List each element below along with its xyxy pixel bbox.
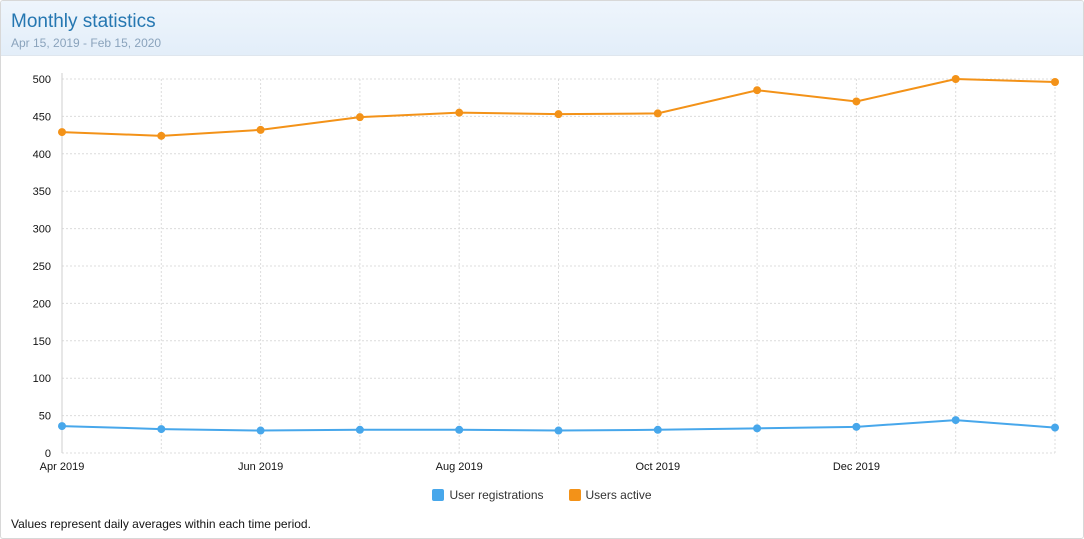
y-tick-label: 0	[45, 448, 51, 460]
data-point-registrations	[455, 425, 464, 434]
y-tick-label: 350	[33, 186, 51, 198]
data-point-active	[455, 108, 464, 117]
legend-swatch-registrations	[432, 489, 445, 501]
y-tick-label: 150	[33, 336, 51, 348]
data-point-active	[355, 113, 364, 122]
data-point-active	[157, 131, 166, 140]
legend-item-registrations[interactable]: User registrations	[432, 488, 544, 502]
y-tick-label: 100	[33, 373, 51, 385]
legend-label-active: Users active	[585, 488, 652, 502]
panel-title: Monthly statistics	[11, 11, 156, 32]
y-tick-label: 50	[39, 411, 51, 423]
line-chart: 0 50 100 150 200 250 300 350 400 450 500 Apr 2019 Ju…	[33, 73, 1059, 473]
y-tick-label: 400	[33, 149, 51, 161]
x-tick-label: Oct 2019	[635, 461, 680, 473]
data-point-registrations	[852, 422, 861, 431]
data-point-registrations	[1051, 423, 1059, 432]
data-point-registrations	[753, 424, 762, 433]
legend-swatch-active	[568, 489, 581, 501]
data-point-active	[951, 75, 960, 83]
data-point-active	[753, 86, 762, 95]
y-tick-label: 200	[33, 298, 51, 310]
panel-header: Monthly statistics Apr 15, 2019 - Feb 15…	[1, 1, 1083, 56]
data-point-active	[58, 128, 66, 137]
x-tick-label: Jun 2019	[238, 461, 283, 473]
y-tick-label: 500	[33, 74, 51, 86]
y-tick-label: 300	[33, 224, 51, 236]
chart-area: 0 50 100 150 200 250 300 350 400 450 500 Apr 2019 Ju…	[1, 57, 1083, 507]
data-point-registrations	[653, 425, 662, 434]
x-tick-label: Aug 2019	[436, 461, 483, 473]
data-point-active	[554, 110, 563, 119]
y-tick-label: 450	[33, 111, 51, 123]
legend-label-registrations: User registrations	[449, 488, 544, 502]
chart-legend: User registrations Users active	[1, 488, 1083, 502]
footnote: Values represent daily averages within e…	[11, 517, 311, 531]
x-tick-label: Apr 2019	[40, 461, 85, 473]
data-point-active	[1051, 77, 1059, 86]
data-point-registrations	[951, 416, 960, 425]
data-point-registrations	[355, 425, 364, 434]
data-point-registrations	[58, 422, 66, 431]
data-point-active	[653, 109, 662, 118]
data-point-registrations	[554, 426, 563, 435]
x-tick-label: Dec 2019	[833, 461, 880, 473]
data-point-registrations	[256, 426, 265, 435]
date-range-subtitle: Apr 15, 2019 - Feb 15, 2020	[11, 36, 162, 50]
data-point-active	[852, 97, 861, 106]
y-tick-label: 250	[33, 261, 51, 273]
data-point-active	[256, 125, 265, 134]
data-point-registrations	[157, 425, 166, 434]
legend-item-active[interactable]: Users active	[568, 488, 652, 502]
